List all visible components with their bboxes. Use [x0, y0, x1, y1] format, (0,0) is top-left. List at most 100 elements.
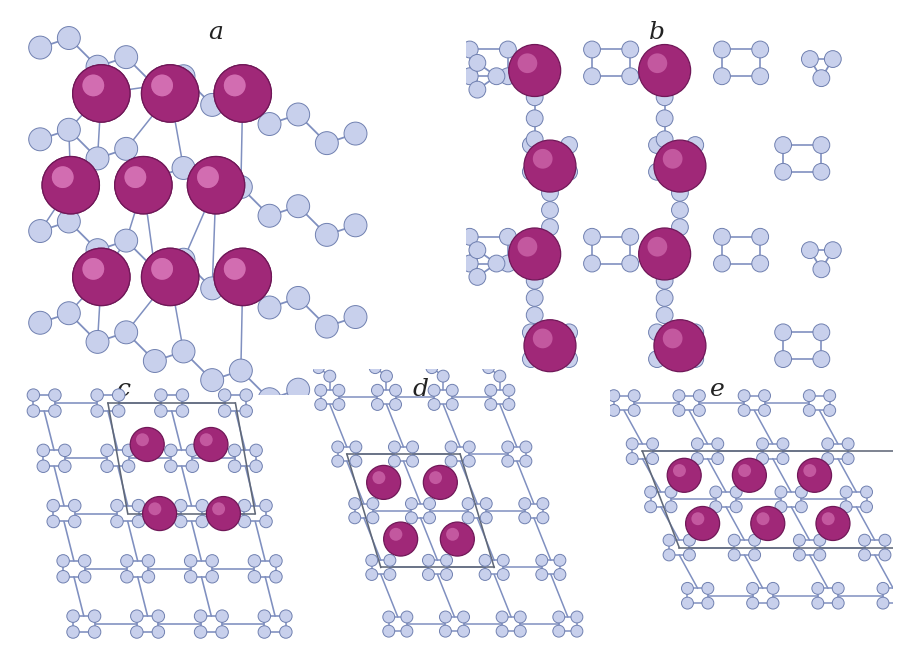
Circle shape — [524, 140, 576, 192]
Circle shape — [462, 229, 478, 245]
Circle shape — [822, 512, 834, 525]
Circle shape — [201, 94, 223, 117]
Circle shape — [101, 444, 113, 457]
Circle shape — [654, 140, 706, 192]
Circle shape — [583, 255, 600, 272]
Circle shape — [728, 549, 740, 561]
Circle shape — [524, 320, 576, 372]
Circle shape — [752, 41, 769, 58]
Circle shape — [794, 534, 806, 546]
Circle shape — [426, 362, 437, 374]
Circle shape — [712, 438, 724, 450]
Circle shape — [111, 515, 123, 528]
Circle shape — [240, 389, 252, 401]
Circle shape — [68, 515, 81, 528]
Circle shape — [832, 583, 844, 594]
Circle shape — [214, 248, 272, 306]
Circle shape — [824, 405, 836, 416]
Circle shape — [439, 611, 452, 623]
Circle shape — [315, 384, 327, 396]
Circle shape — [446, 528, 459, 541]
Circle shape — [842, 453, 854, 465]
Circle shape — [229, 444, 241, 457]
Circle shape — [832, 597, 844, 609]
Circle shape — [523, 324, 539, 341]
Circle shape — [196, 500, 209, 512]
Circle shape — [463, 498, 474, 509]
Circle shape — [114, 156, 172, 214]
Circle shape — [250, 444, 262, 457]
Circle shape — [714, 68, 731, 84]
Circle shape — [332, 441, 344, 453]
Circle shape — [27, 389, 40, 401]
Circle shape — [258, 204, 281, 227]
Circle shape — [714, 41, 731, 58]
Circle shape — [130, 428, 164, 461]
Circle shape — [250, 460, 262, 473]
Circle shape — [390, 384, 401, 396]
Circle shape — [184, 571, 197, 583]
Circle shape — [122, 460, 135, 473]
Circle shape — [186, 444, 199, 457]
Circle shape — [802, 242, 818, 258]
Circle shape — [206, 571, 219, 583]
Circle shape — [111, 500, 123, 512]
Circle shape — [365, 554, 378, 566]
Circle shape — [639, 45, 690, 96]
Circle shape — [775, 486, 787, 498]
Circle shape — [733, 458, 767, 492]
Circle shape — [812, 597, 824, 609]
Circle shape — [813, 163, 830, 180]
Circle shape — [141, 65, 199, 122]
Circle shape — [663, 534, 675, 546]
Circle shape — [151, 258, 173, 280]
Circle shape — [500, 229, 517, 245]
Circle shape — [644, 486, 657, 498]
Circle shape — [775, 163, 791, 180]
Circle shape — [749, 549, 760, 561]
Circle shape — [112, 389, 125, 401]
Circle shape — [260, 500, 273, 512]
Circle shape — [141, 65, 199, 122]
Circle shape — [814, 549, 825, 561]
Circle shape — [229, 460, 241, 473]
Circle shape — [441, 554, 453, 566]
Circle shape — [114, 137, 138, 160]
Text: b: b — [649, 21, 665, 44]
Circle shape — [224, 74, 246, 96]
Circle shape — [73, 65, 130, 122]
Circle shape — [526, 306, 543, 324]
Circle shape — [702, 597, 714, 609]
Circle shape — [344, 306, 367, 328]
Circle shape — [121, 555, 133, 567]
Circle shape — [196, 515, 209, 528]
Circle shape — [649, 136, 665, 154]
Circle shape — [58, 119, 80, 141]
Circle shape — [897, 583, 900, 594]
Circle shape — [83, 74, 104, 96]
Circle shape — [649, 324, 665, 341]
Circle shape — [777, 453, 789, 465]
Circle shape — [312, 362, 324, 374]
Circle shape — [526, 89, 543, 105]
Circle shape — [804, 405, 815, 416]
Circle shape — [757, 453, 769, 465]
Circle shape — [813, 351, 830, 368]
Circle shape — [608, 405, 620, 416]
Circle shape — [422, 554, 435, 566]
Circle shape — [514, 611, 526, 623]
Circle shape — [315, 407, 338, 430]
Circle shape — [526, 272, 543, 289]
Circle shape — [238, 515, 251, 528]
Circle shape — [270, 555, 283, 567]
Circle shape — [508, 228, 561, 280]
Circle shape — [439, 625, 452, 637]
Circle shape — [230, 176, 252, 198]
Circle shape — [757, 438, 769, 450]
Circle shape — [214, 65, 272, 122]
Circle shape — [608, 389, 620, 401]
Circle shape — [673, 389, 685, 401]
Circle shape — [224, 74, 246, 96]
Circle shape — [536, 569, 548, 581]
Circle shape — [662, 149, 682, 169]
